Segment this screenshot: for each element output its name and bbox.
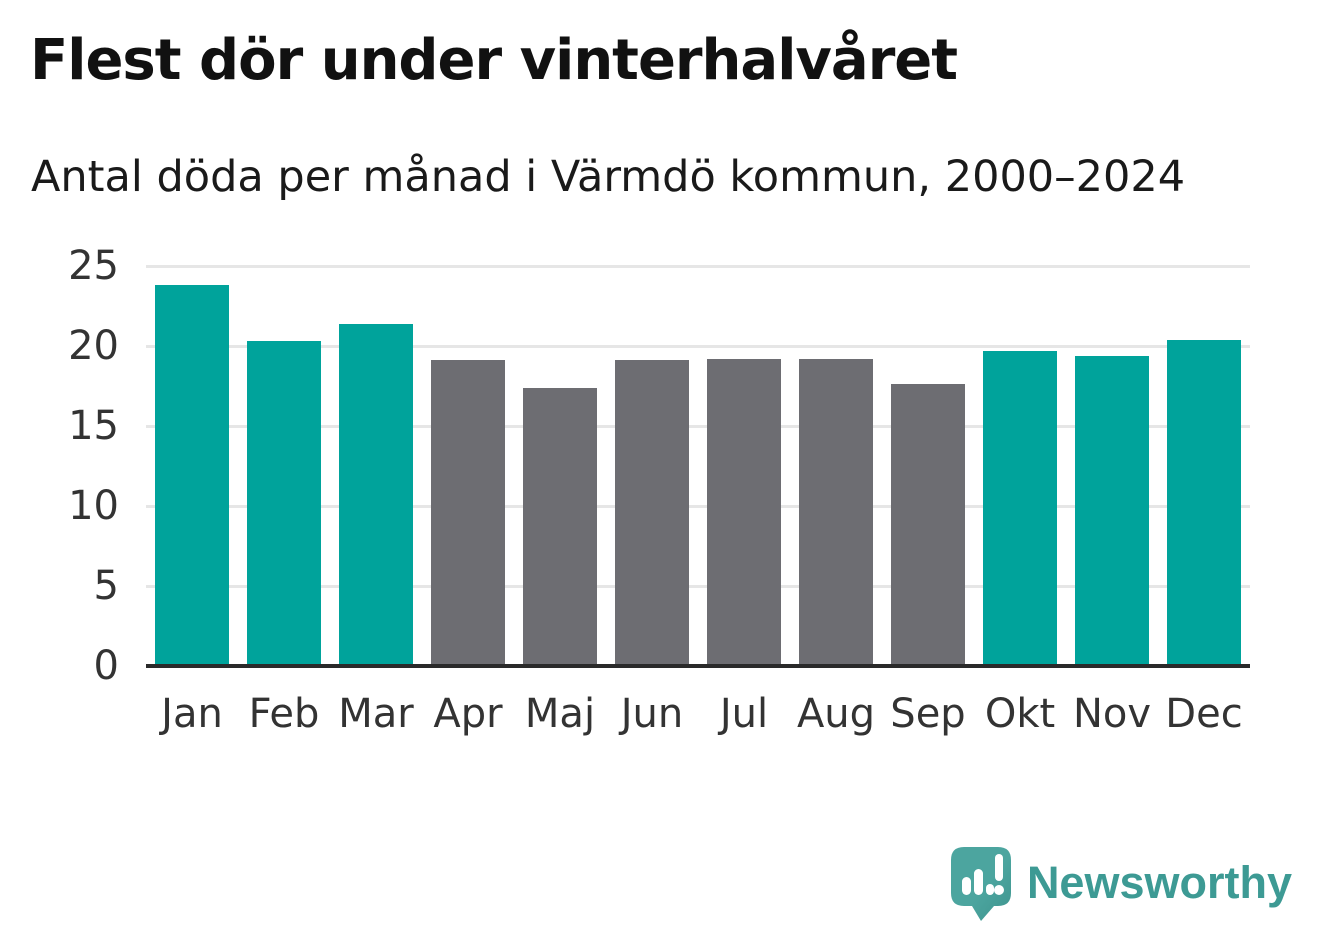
newsworthy-logo: Newsworthy (948, 844, 1292, 922)
bar-aug (799, 358, 873, 666)
chart-title: Flest dör under vinterhalvåret (30, 28, 958, 93)
bar-nov (1075, 355, 1149, 666)
y-axis-tick-label-20: 20 (68, 323, 119, 369)
x-axis-tick-label-nov: Nov (1072, 691, 1152, 737)
x-axis-tick-label-jan: Jan (161, 691, 223, 737)
newsworthy-logo-icon (950, 847, 1011, 921)
x-axis-tick-label-apr: Apr (433, 691, 503, 737)
x-axis-tick-label-jul: Jul (719, 691, 769, 737)
x-axis-tick-label-feb: Feb (248, 691, 320, 737)
bar-jun (615, 360, 689, 666)
gridline-y-25 (146, 264, 1250, 268)
y-axis-tick-label-0: 0 (93, 643, 119, 689)
bar-dec (1167, 339, 1241, 666)
y-axis-tick-label-10: 10 (68, 483, 119, 529)
bar-mar (339, 323, 413, 666)
gridline-y-5 (146, 584, 1250, 588)
bar-jan (155, 285, 229, 666)
bar-okt (983, 350, 1057, 666)
x-axis-tick-label-maj: Maj (524, 691, 596, 737)
x-axis-tick-label-sep: Sep (890, 691, 966, 737)
bar-feb (247, 341, 321, 666)
chart-subtitle: Antal döda per månad i Värmdö kommun, 20… (31, 152, 1186, 202)
gridline-y-10 (146, 504, 1250, 508)
gridline-y-20 (146, 344, 1250, 348)
x-axis-tick-label-aug: Aug (796, 691, 876, 737)
bar-sep (891, 384, 965, 666)
bar-maj (523, 387, 597, 666)
gridline-y-15 (146, 424, 1250, 428)
x-axis-tick-label-jun: Jun (620, 691, 684, 737)
x-axis-tick-label-mar: Mar (338, 691, 414, 737)
x-axis-line (146, 664, 1250, 668)
newsworthy-logo-text: Newsworthy (1026, 857, 1292, 908)
bar-jul (707, 358, 781, 666)
y-axis-tick-label-15: 15 (68, 403, 119, 449)
bar-chart-plot: 0 5 10 15 20 25 Jan Feb Mar Apr Maj Jun Jul Aug Sep Okt… (68, 245, 1250, 736)
x-axis-tick-label-dec: Dec (1165, 691, 1243, 737)
y-axis-tick-label-5: 5 (93, 563, 119, 609)
bar-apr (431, 360, 505, 666)
y-axis-tick-label-25: 25 (68, 243, 119, 289)
x-axis-tick-label-okt: Okt (984, 691, 1056, 737)
